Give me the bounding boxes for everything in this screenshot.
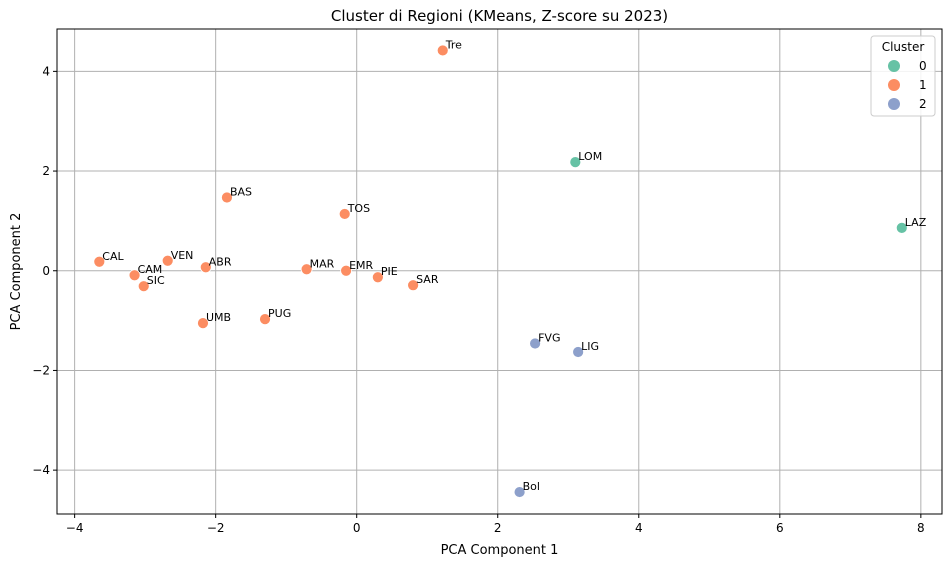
- y-tick-label: 4: [42, 64, 50, 78]
- plot-frame: [56, 28, 943, 515]
- data-point-sar: [407, 279, 420, 292]
- x-axis-label: PCA Component 1: [441, 543, 559, 558]
- x-tick-label: 8: [917, 521, 925, 535]
- point-label-lom: LOM: [578, 150, 602, 163]
- point-label-laz: LAZ: [905, 216, 927, 229]
- legend-items: 0 1 2: [888, 59, 927, 111]
- point-label-bas: BAS: [230, 185, 252, 198]
- data-point-fvg: [529, 337, 542, 350]
- data-point-bas: [221, 191, 233, 204]
- data-point-sic: [137, 280, 150, 293]
- x-tick-label: 6: [776, 521, 784, 535]
- point-label-fvg: FVG: [538, 332, 560, 345]
- data-point-laz: [895, 221, 908, 234]
- point-label-lig: LIG: [581, 340, 599, 353]
- legend-marker-1: [888, 79, 900, 91]
- point-label-mar: MAR: [310, 257, 335, 270]
- legend-box: [870, 35, 936, 117]
- data-point-emr: [340, 264, 353, 277]
- data-point-tre: [436, 44, 449, 57]
- legend: Cluster 0 1 2: [870, 35, 936, 117]
- x-tick-label: −2: [207, 521, 225, 535]
- data-points: [93, 44, 908, 498]
- point-label-bol: Bol: [523, 480, 540, 493]
- y-axis-label: PCA Component 2: [9, 213, 24, 331]
- data-point-pie: [371, 271, 384, 284]
- legend-label-0: 0: [919, 59, 927, 73]
- legend-label-1: 1: [919, 78, 927, 92]
- data-point-mar: [300, 263, 313, 276]
- x-tick-label: −4: [66, 521, 84, 535]
- y-tick-label: −2: [32, 363, 50, 377]
- axis-ticks: −4 −2 0 2 4 6 8 −4 −2 0 2 4: [32, 64, 924, 535]
- point-label-cal: CAL: [102, 250, 124, 263]
- point-label-umb: UMB: [206, 311, 231, 324]
- data-point-umb: [197, 317, 209, 329]
- legend-label-2: 2: [919, 97, 927, 111]
- data-point-pug: [259, 313, 271, 326]
- chart-title: Cluster di Regioni (KMeans, Z-score su 2…: [331, 7, 668, 25]
- point-label-cam: CAM: [138, 263, 163, 276]
- point-label-abr: ABR: [209, 255, 232, 268]
- point-label-pie: PIE: [381, 265, 398, 278]
- point-label-tos: TOS: [347, 202, 370, 215]
- data-point-lig: [572, 346, 585, 358]
- legend-marker-2: [888, 98, 900, 110]
- x-tick-label: 2: [494, 521, 502, 535]
- y-tick-label: 0: [42, 264, 50, 278]
- point-label-ven: VEN: [171, 249, 194, 262]
- data-point-cam: [128, 269, 141, 282]
- legend-marker-0: [888, 60, 900, 72]
- data-point-tos: [338, 208, 351, 220]
- legend-title: Cluster: [882, 40, 925, 54]
- y-tick-label: 2: [42, 164, 50, 178]
- data-point-ven: [161, 254, 174, 267]
- y-tick-label: −4: [32, 463, 50, 477]
- point-label-sar: SAR: [416, 273, 439, 286]
- grid: [57, 29, 942, 514]
- point-label-tre: Tre: [445, 38, 462, 51]
- data-point-cal: [93, 255, 106, 268]
- point-label-emr: EMR: [349, 259, 373, 272]
- point-label-sic: SIC: [147, 274, 165, 287]
- x-tick-label: 4: [635, 521, 643, 535]
- x-tick-label: 0: [353, 521, 361, 535]
- data-point-lom: [569, 156, 582, 168]
- data-point-bol: [513, 486, 526, 498]
- point-label-pug: PUG: [268, 307, 291, 320]
- data-point-abr: [199, 261, 212, 274]
